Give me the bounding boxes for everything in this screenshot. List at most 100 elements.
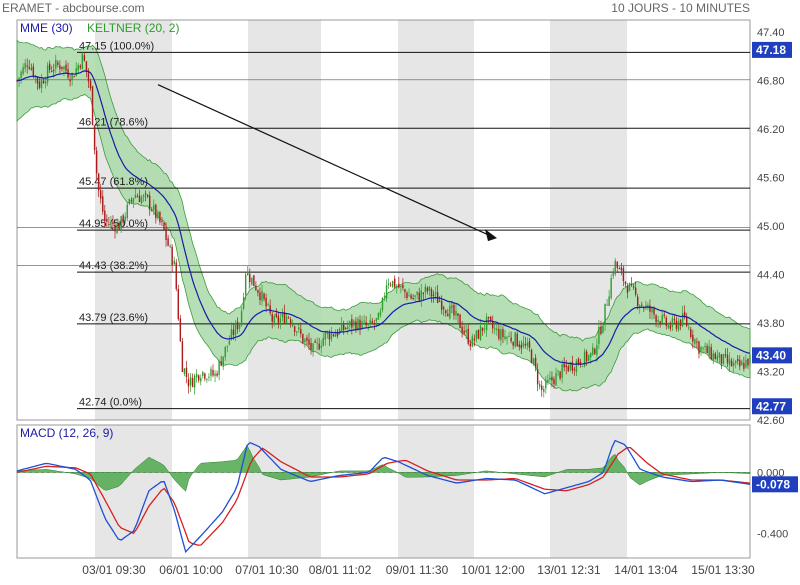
candle-body (622, 268, 625, 282)
candle-body (296, 331, 298, 333)
candle-body (214, 373, 216, 376)
candle-body (53, 69, 55, 71)
candle-body (485, 316, 488, 331)
candle-body (236, 321, 239, 330)
candle-body (183, 368, 186, 374)
candle-body (365, 322, 367, 326)
ema-value-badge: 43.40 (756, 348, 786, 362)
candle-body (614, 260, 616, 275)
price-tick-label: 44.40 (757, 270, 785, 282)
candle-body (338, 328, 341, 334)
candle-body (504, 336, 506, 339)
candle-body (657, 319, 659, 322)
price-badges: 47.18 43.40 42.77 -0.078 (752, 41, 798, 493)
candle-body (496, 328, 498, 331)
candle-body (40, 79, 43, 89)
candle-body (479, 326, 482, 340)
candle-body (377, 313, 380, 320)
candle-body (273, 316, 275, 325)
candle-body (538, 384, 541, 387)
candle-body (683, 311, 686, 318)
candle-body (206, 378, 208, 380)
time-tick-label: 15/01 13:30 (691, 563, 755, 577)
candle-body (616, 261, 618, 268)
candle-body (367, 323, 369, 326)
candle-body (300, 329, 302, 334)
candle-body (220, 361, 222, 366)
legend-keltner: KELTNER (20, 2) (87, 21, 179, 35)
last-price-badge: 47.18 (756, 43, 786, 57)
candle-body (606, 304, 608, 306)
candle-body (426, 287, 429, 292)
candle-body (722, 354, 725, 365)
candle-body (173, 260, 175, 265)
candle-body (61, 66, 63, 69)
fibonacci-label: 47.15 (100.0%) (79, 40, 154, 52)
candle-body (667, 325, 670, 328)
trend-arrow-head (485, 229, 497, 242)
candle-body (690, 329, 692, 337)
candle-body (179, 318, 182, 342)
candle-body (653, 308, 655, 315)
candle-body (573, 369, 576, 371)
candle-body (50, 71, 53, 73)
candle-body (541, 385, 543, 390)
candle-body (526, 342, 529, 347)
price-tick-label: 43.20 (757, 367, 785, 379)
candle-body (700, 346, 702, 352)
candle-body (739, 359, 741, 367)
candle-body (340, 323, 343, 331)
main-panel-frame (16, 19, 751, 421)
candle-body (422, 292, 425, 295)
fibonacci-label: 42.74 (0.0%) (79, 397, 142, 409)
candle-body (604, 303, 606, 325)
candle-body (451, 306, 453, 308)
candle-body (520, 344, 523, 349)
candle-body (463, 330, 465, 334)
fibonacci-label: 43.79 (23.6%) (79, 312, 148, 324)
candle-body (702, 347, 704, 349)
candle-body (155, 204, 157, 219)
candle-body (249, 274, 251, 283)
candle-body (265, 297, 267, 307)
candle-body (565, 365, 567, 368)
candle-body (69, 79, 71, 82)
candle-body (679, 319, 682, 327)
candle-body (342, 324, 345, 330)
candle-body (375, 318, 378, 322)
candle-body (106, 218, 108, 222)
candle-body (581, 366, 584, 368)
candle-body (624, 281, 627, 284)
candle-body (238, 323, 241, 329)
candle-body (38, 81, 41, 88)
candle-body (255, 285, 257, 291)
candle-body (118, 222, 120, 231)
candle-body (18, 77, 20, 81)
candle-body (114, 224, 116, 232)
candle-body (253, 275, 255, 286)
candle-body (261, 291, 263, 301)
candle-body (596, 345, 598, 355)
candle-body (387, 283, 390, 285)
candle-body (639, 305, 641, 308)
candle-body (112, 221, 114, 225)
price-tick-label: 43.80 (757, 318, 785, 330)
candle-body (277, 315, 280, 323)
candle-body (677, 321, 680, 330)
candle-body (632, 286, 635, 288)
candle-body (32, 66, 35, 77)
candle-body (492, 322, 494, 329)
candle-body (210, 368, 212, 376)
candle-body (189, 377, 192, 386)
price-tick-label: 45.60 (757, 173, 785, 185)
candle-body (91, 86, 94, 125)
time-tick-label: 06/01 10:00 (159, 563, 223, 577)
candle-body (583, 351, 586, 367)
candle-body (289, 319, 292, 325)
candle-body (549, 377, 551, 380)
price-axis: 47.40 46.80 46.20 45.60 45.00 44.40 43.80 43.20… (757, 27, 785, 427)
candle-body (63, 66, 65, 70)
candle-body (477, 330, 480, 339)
candle-body (692, 334, 694, 342)
